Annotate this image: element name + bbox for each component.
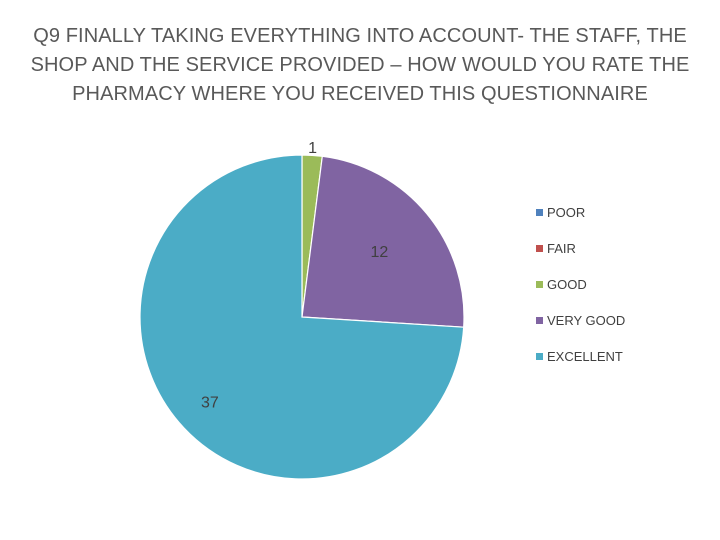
legend-item-excellent: EXCELLENT [536,338,625,374]
title-line-3: PHARMACY WHERE YOU RECEIVED THIS QUESTIO… [72,83,648,105]
legend-swatch [536,280,543,288]
legend-label: GOOD [547,276,587,292]
legend-label: EXCELLENT [547,348,623,364]
legend-swatch [536,208,543,216]
legend-item-fair: FAIR [536,230,625,266]
legend-item-very-good: VERY GOOD [536,302,625,338]
data-label-excellent: 37 [201,395,219,412]
data-label-good: 1 [308,140,317,157]
data-label-very-good: 12 [371,244,389,261]
legend-swatch [536,352,543,360]
chart-title: Q9 FINALLY TAKING EVERYTHING INTO ACCOUN… [20,22,700,109]
legend-label: FAIR [547,240,576,256]
chart-legend: POOR FAIR GOOD VERY GOOD EXCELLENT [536,194,625,374]
pie-data-labels: 1 12 37 [201,140,388,412]
legend-label: POOR [547,204,586,220]
legend-swatch [536,244,543,252]
title-line-1: Q9 FINALLY TAKING EVERYTHING INTO ACCOUN… [33,25,687,47]
pie-slice-excellent [139,154,465,480]
title-line-2: SHOP AND THE SERVICE PROVIDED – HOW WOUL… [30,54,690,76]
legend-swatch [536,316,543,324]
pie-slices [139,154,465,480]
legend-item-poor: POOR [536,194,625,230]
legend-item-good: GOOD [536,266,625,302]
pie-slice-very-good [301,155,465,328]
legend-label: VERY GOOD [547,312,626,328]
